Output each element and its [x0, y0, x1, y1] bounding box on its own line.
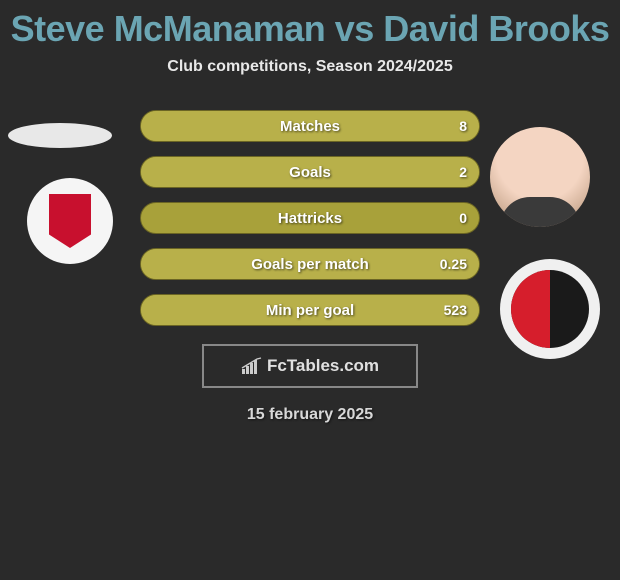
club-left-crest [27, 178, 113, 264]
stat-bar: Matches 8 [140, 110, 480, 142]
page-title: Steve McManaman vs David Brooks [0, 0, 620, 50]
chart-icon [241, 357, 263, 375]
club-right-crest [500, 259, 600, 359]
brand-text: FcTables.com [267, 356, 379, 376]
bar-value-right: 2 [459, 164, 467, 180]
stat-bar: Hattricks 0 [140, 202, 480, 234]
stat-bar: Goals per match 0.25 [140, 248, 480, 280]
bar-value-right: 8 [459, 118, 467, 134]
bar-value-right: 0.25 [440, 256, 467, 272]
bar-value-right: 0 [459, 210, 467, 226]
bar-label: Matches [280, 118, 340, 135]
stat-bar: Goals 2 [140, 156, 480, 188]
bar-label: Goals per match [251, 256, 369, 273]
brand-box[interactable]: FcTables.com [202, 344, 418, 388]
bar-label: Goals [289, 164, 331, 181]
subtitle: Club competitions, Season 2024/2025 [0, 58, 620, 76]
player-left-avatar [8, 123, 112, 148]
date-text: 15 february 2025 [0, 406, 620, 424]
bar-label: Min per goal [266, 302, 354, 319]
bar-label: Hattricks [278, 210, 342, 227]
stat-bar: Min per goal 523 [140, 294, 480, 326]
bar-value-right: 523 [444, 302, 467, 318]
player-right-avatar [490, 127, 590, 227]
